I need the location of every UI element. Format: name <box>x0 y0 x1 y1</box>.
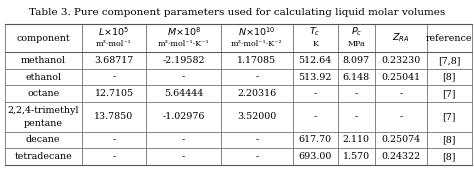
Text: 0.23230: 0.23230 <box>381 56 420 65</box>
Text: octane: octane <box>27 89 59 98</box>
Text: -: - <box>399 112 402 121</box>
Text: $Z_{RA}$: $Z_{RA}$ <box>392 32 410 44</box>
Text: [7]: [7] <box>443 89 456 98</box>
Text: 693.00: 693.00 <box>299 152 332 161</box>
Text: -: - <box>255 73 258 82</box>
Text: [7,8]: [7,8] <box>438 56 461 65</box>
Text: -: - <box>355 89 358 98</box>
Text: component: component <box>17 34 70 43</box>
Text: 1.17085: 1.17085 <box>237 56 276 65</box>
Text: 1.570: 1.570 <box>343 152 370 161</box>
Text: 8.097: 8.097 <box>343 56 370 65</box>
Text: -: - <box>182 152 185 161</box>
Text: 512.64: 512.64 <box>299 56 332 65</box>
Text: K: K <box>312 40 318 48</box>
Text: m³·mol⁻¹·K⁻¹: m³·mol⁻¹·K⁻¹ <box>158 40 210 48</box>
Text: 0.24322: 0.24322 <box>381 152 420 161</box>
Text: -: - <box>313 112 317 121</box>
Text: $M$$\times$$10^8$: $M$$\times$$10^8$ <box>166 25 201 38</box>
Text: [8]: [8] <box>443 152 456 161</box>
Text: 3.52000: 3.52000 <box>237 112 276 121</box>
Text: $N$$\times$$10^{10}$: $N$$\times$$10^{10}$ <box>238 25 275 38</box>
Text: 5.64444: 5.64444 <box>164 89 203 98</box>
Text: 6.148: 6.148 <box>343 73 370 82</box>
Text: -: - <box>355 112 358 121</box>
Text: [7]: [7] <box>443 112 456 121</box>
Text: reference: reference <box>426 34 473 43</box>
Text: 2,2,4-trimethyl: 2,2,4-trimethyl <box>8 106 79 115</box>
Text: [8]: [8] <box>443 135 456 144</box>
Text: -: - <box>313 89 317 98</box>
Text: pentane: pentane <box>24 119 63 128</box>
Text: -: - <box>112 135 116 144</box>
Text: 0.25041: 0.25041 <box>381 73 420 82</box>
Text: -1.02976: -1.02976 <box>162 112 205 121</box>
Text: -: - <box>255 135 258 144</box>
Text: 513.92: 513.92 <box>299 73 332 82</box>
Text: m³·mol⁻¹·K⁻²: m³·mol⁻¹·K⁻² <box>231 40 283 48</box>
Text: m³·mol⁻¹: m³·mol⁻¹ <box>96 40 132 48</box>
Text: [8]: [8] <box>443 73 456 82</box>
Text: 0.25074: 0.25074 <box>381 135 420 144</box>
Text: -: - <box>182 73 185 82</box>
Text: 2.20316: 2.20316 <box>237 89 276 98</box>
Text: -: - <box>399 89 402 98</box>
Text: 617.70: 617.70 <box>299 135 332 144</box>
Text: -: - <box>112 73 116 82</box>
Text: ethanol: ethanol <box>25 73 61 82</box>
Text: -2.19582: -2.19582 <box>162 56 205 65</box>
Text: 2.110: 2.110 <box>343 135 370 144</box>
Text: Table 3. Pure component parameters used for calculating liquid molar volumes: Table 3. Pure component parameters used … <box>29 8 445 17</box>
Text: $L$$\times$$10^5$: $L$$\times$$10^5$ <box>99 25 129 38</box>
Text: decane: decane <box>26 135 61 144</box>
Text: methanol: methanol <box>21 56 66 65</box>
Text: -: - <box>255 152 258 161</box>
Text: $P_c$: $P_c$ <box>350 25 362 38</box>
Text: 13.7850: 13.7850 <box>94 112 134 121</box>
Text: -: - <box>112 152 116 161</box>
Text: tetradecane: tetradecane <box>14 152 72 161</box>
Text: $T_c$: $T_c$ <box>310 25 321 38</box>
Text: 3.68717: 3.68717 <box>94 56 134 65</box>
Text: MPa: MPa <box>347 40 365 48</box>
Text: -: - <box>182 135 185 144</box>
Text: 12.7105: 12.7105 <box>94 89 134 98</box>
